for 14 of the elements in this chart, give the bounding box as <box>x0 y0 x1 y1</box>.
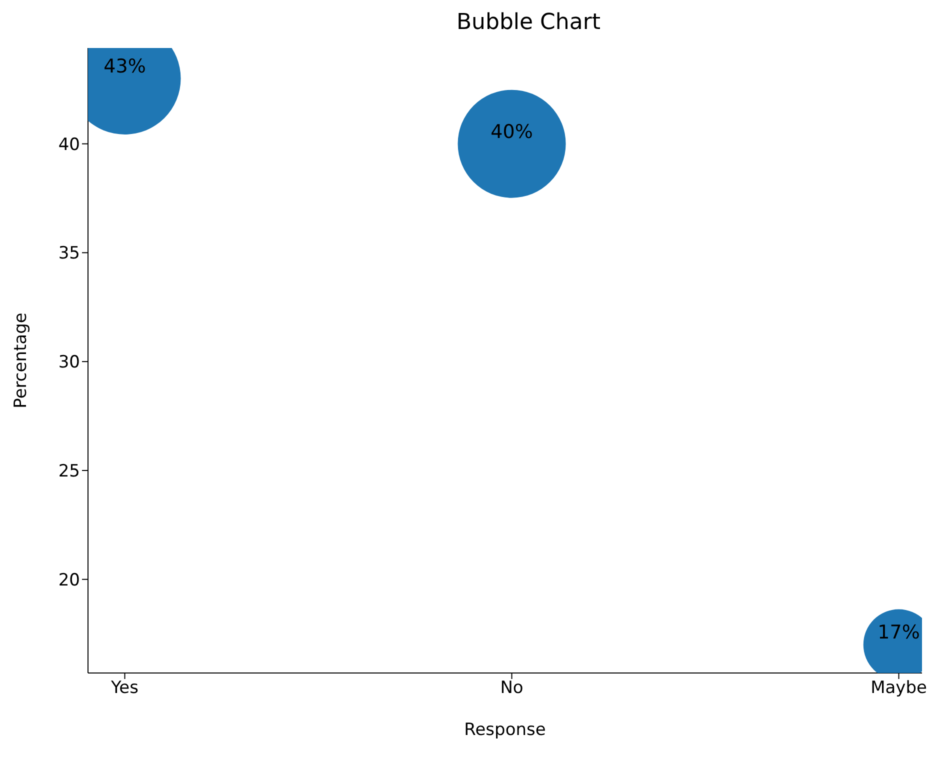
chart-title: Bubble Chart <box>455 10 602 35</box>
y-tick-label: 20 <box>58 570 80 590</box>
x-axis-title: Response <box>464 720 546 740</box>
y-tick-label: 40 <box>58 134 80 155</box>
x-tick-label: No <box>500 678 524 698</box>
x-tick-label: Maybe <box>870 678 927 698</box>
x-tick-label: Yes <box>110 678 139 698</box>
y-tick-label: 30 <box>58 352 80 373</box>
y-tick-label: 35 <box>58 244 80 264</box>
data-label: 40% <box>490 120 533 143</box>
data-label: 43% <box>104 55 146 78</box>
y-axis-title: Percentage <box>11 312 32 408</box>
y-tick-label: 25 <box>58 462 80 482</box>
data-label: 17% <box>878 622 920 644</box>
